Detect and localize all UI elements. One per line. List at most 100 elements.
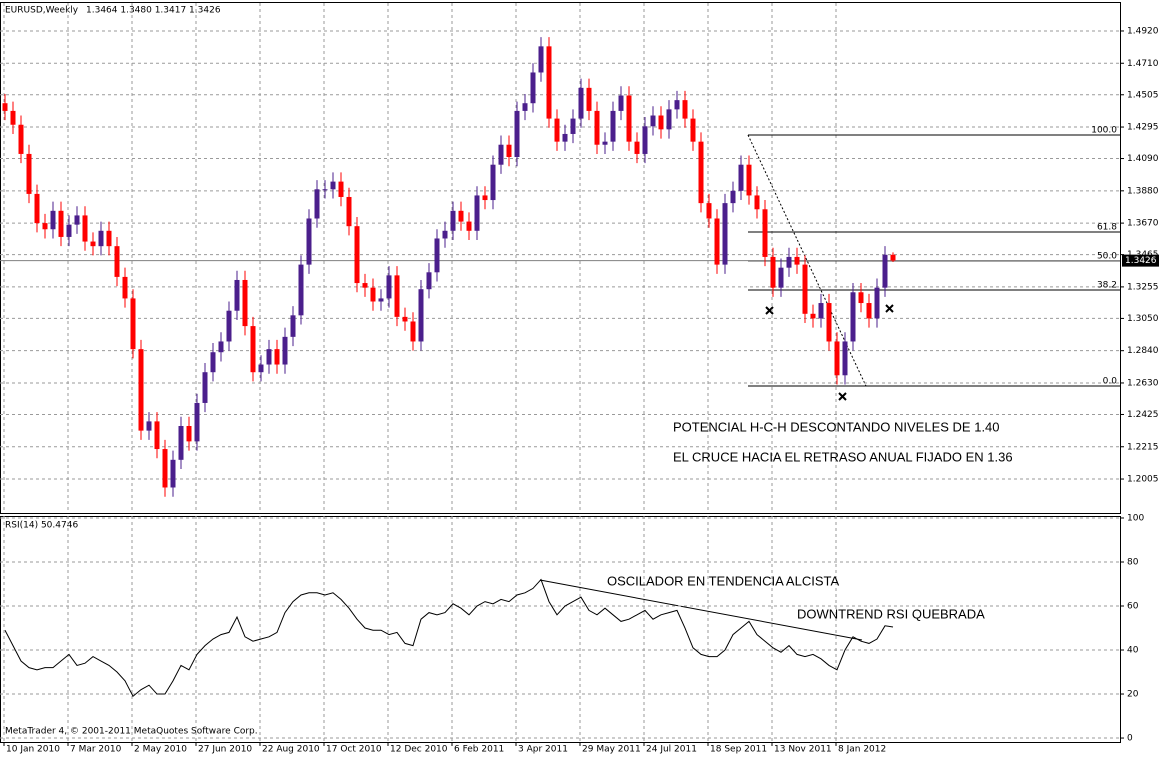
candle-body — [802, 264, 808, 314]
candle-body — [50, 210, 56, 230]
candle-body — [386, 275, 392, 299]
candle-body — [890, 254, 896, 261]
candle-body — [762, 209, 768, 257]
candle-body — [122, 276, 128, 299]
candle-body — [578, 87, 584, 119]
x-tick-label: 7 Mar 2010 — [70, 745, 122, 755]
y-tick-label: 1.3255 — [1127, 282, 1159, 292]
y-tick-label: 1.4710 — [1127, 59, 1159, 69]
candle-body — [226, 310, 232, 342]
candle-body — [402, 316, 408, 322]
x-tick-label: 6 Feb 2011 — [454, 745, 504, 755]
candle-body — [594, 110, 600, 145]
x-tick-label: 8 Jan 2012 — [838, 745, 886, 755]
x-tick-label: 2 May 2010 — [134, 745, 187, 755]
candle-body — [770, 256, 776, 288]
candle-body — [434, 238, 440, 273]
candle-body — [874, 287, 880, 319]
y-tick-label: 1.2005 — [1127, 475, 1159, 485]
y-tick-label: 0 — [1127, 734, 1133, 744]
candle-body — [234, 279, 240, 311]
candle-body — [562, 133, 568, 142]
price-tag — [1122, 254, 1159, 267]
candle-body — [442, 230, 448, 239]
fib-label: 61.8 — [1097, 223, 1117, 233]
candle-body — [10, 110, 16, 125]
y-tick-label: 1.4505 — [1127, 90, 1159, 100]
candle-body — [98, 230, 104, 247]
candle-body — [650, 115, 656, 127]
candle-body — [634, 141, 640, 154]
candle-body — [818, 303, 824, 319]
candle-body — [826, 303, 832, 342]
candle-body — [354, 226, 360, 284]
annotation: EL CRUCE HACIA EL RETRASO ANUAL FIJADO E… — [673, 449, 1013, 464]
y-tick-label: 100 — [1127, 513, 1144, 523]
candle-body — [218, 341, 224, 353]
candle-body — [682, 100, 688, 119]
candle-body — [194, 402, 200, 442]
candle-body — [498, 144, 504, 165]
candle-body — [298, 264, 304, 316]
candle-body — [522, 103, 528, 111]
candle-body — [786, 256, 792, 268]
candle-body — [370, 287, 376, 302]
candle-body — [658, 115, 664, 130]
candle-body — [90, 241, 96, 247]
candle-body — [282, 336, 288, 365]
annotation: POTENCIAL H-C-H DESCONTANDO NIVELES DE 1… — [673, 419, 1000, 434]
y-tick-label: 1.3670 — [1127, 219, 1159, 229]
x-tick-label: 13 Nov 2011 — [774, 745, 832, 755]
candle-body — [66, 224, 72, 237]
candle-body — [322, 189, 328, 191]
candle-body — [314, 189, 320, 219]
y-tick-label: 1.2215 — [1127, 442, 1159, 452]
x-tick-label: 3 Apr 2011 — [518, 745, 568, 755]
copyright: MetaTrader 4, © 2001-2011 MetaQuotes Sof… — [5, 727, 258, 737]
candle-body — [154, 421, 160, 450]
y-tick-label: 1.2425 — [1127, 410, 1159, 420]
price-panel — [0, 2, 1121, 514]
candle-body — [882, 254, 888, 288]
x-tick-label: 17 Oct 2010 — [326, 745, 382, 755]
candle-body — [458, 210, 464, 222]
candle-body — [722, 203, 728, 265]
candle-body — [202, 372, 208, 403]
x-tick-label: 12 Dec 2010 — [390, 745, 448, 755]
rsi-panel — [0, 516, 1121, 743]
candle-body — [834, 341, 840, 376]
x-tick-label: 18 Sep 2011 — [710, 745, 767, 755]
y-tick-label: 1.3880 — [1127, 186, 1159, 196]
candle-body — [514, 110, 520, 158]
candle-body — [178, 426, 184, 460]
candle-body — [746, 164, 752, 196]
x-tick-label: 27 Jun 2010 — [198, 745, 252, 755]
annotation: DOWNTREND RSI QUEBRADA — [797, 606, 985, 621]
candle-body — [810, 313, 816, 319]
candle-body — [730, 190, 736, 204]
candle-body — [866, 303, 872, 319]
y-tick-label: 1.3050 — [1127, 314, 1159, 324]
candle-body — [138, 349, 144, 431]
candle-body — [618, 95, 624, 111]
candle-body — [482, 195, 488, 201]
candle-body — [170, 459, 176, 488]
candle-body — [130, 298, 136, 350]
candle-body — [506, 144, 512, 158]
candle-body — [266, 349, 272, 365]
candle-body — [146, 421, 152, 431]
x-tick-label: 10 Jan 2010 — [6, 745, 60, 755]
candle-body — [706, 203, 712, 219]
fib-label: 38.2 — [1097, 280, 1117, 290]
candle-body — [570, 118, 576, 134]
candle-body — [2, 103, 8, 111]
rsi-trend-line — [539, 579, 863, 641]
candle-body — [186, 426, 192, 442]
candle-body — [394, 275, 400, 317]
candle-body — [338, 181, 344, 197]
x-tick-label: 24 Jul 2011 — [646, 745, 697, 755]
candle-body — [26, 153, 32, 194]
candle-body — [754, 195, 760, 210]
candle-body — [642, 126, 648, 154]
